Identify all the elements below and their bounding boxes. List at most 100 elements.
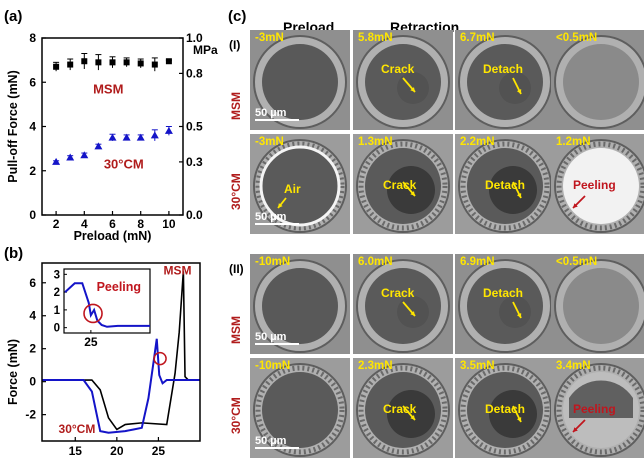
y2-axis-title: MPa [193,43,218,57]
series-line [42,338,200,434]
data-point [66,153,75,161]
series-label-msm: MSM [93,81,123,96]
detached-region [499,72,531,104]
series-line [42,271,200,431]
y2-tick-label: 0.5 [186,120,203,134]
arrow-head [516,193,522,198]
force-label: -3mN [255,32,284,44]
arrow-head [516,417,522,422]
y-axis-title: Force (mN) [6,339,20,405]
micrograph-image [250,254,350,354]
x-axis-title: Preload (mN) [74,229,152,243]
micrograph-image [551,30,644,130]
micrograph-image [250,358,350,458]
pillar-rim-texture [358,365,448,455]
annotation-air: Air [284,182,301,196]
data-point [164,126,173,134]
micrograph-tile: 6.9mN Detach [455,254,555,354]
data-point [95,59,102,66]
y-axis-title: Pull-off Force (mN) [6,70,20,183]
y-tick-label: 6 [29,276,36,290]
y-tick-label: 8 [29,31,36,45]
pillar-rim-texture [255,365,345,455]
group-label-2: (II) [229,262,244,276]
annotation-arrow [402,77,416,93]
data-point [108,133,117,141]
data-point [137,60,144,67]
x-tick-label: 4 [81,217,88,231]
y-tick-label: 6 [29,75,36,89]
annotation-arrow [402,301,416,317]
x-tick-label: 10 [162,217,176,231]
annotation-detach: Detach [485,178,526,192]
pillar-rim-texture [460,365,550,455]
y-tick-label: 4 [29,120,36,134]
contact-area [262,372,338,448]
annotation-arrow [277,197,287,209]
annotation-arrow [402,181,416,197]
annotation-arrow [512,301,522,319]
micrograph-image [551,358,644,458]
force-label: <0.5mN [556,256,598,268]
annotation-arrow [512,77,522,95]
data-point [151,61,158,68]
micrograph-tile: 1.3mN Crack [353,134,453,234]
force-label: 3.5mN [460,360,495,372]
force-label: 2.2mN [460,136,495,148]
x-tick-label: 2 [53,217,60,231]
inset-line [64,282,150,328]
data-point [136,133,145,141]
force-label: 1.2mN [556,136,591,148]
arrow-head [410,311,415,316]
contact-area [563,268,639,344]
data-point [80,151,89,159]
force-label: -10mN [255,256,291,268]
micrograph-image [250,134,350,234]
micrograph-tile: <0.5mN [551,254,644,354]
force-label: 3.4mN [556,360,591,372]
inset-frame [63,268,151,334]
force-label: -10mN [255,360,291,372]
micrograph-tile: <0.5mN [551,30,644,130]
row-label: MSM [229,316,243,344]
inset-y-tick-label: 3 [54,269,60,281]
y-tick-label: 4 [29,309,36,323]
annotation-arrow [512,405,522,423]
annotation-arrow [512,181,522,199]
micrograph-image [455,134,555,234]
pillar-rim-texture [460,141,550,231]
annotation-peeling: Peeling [573,402,616,416]
micrograph-tile: 2.2mN Detach [455,134,555,234]
annotation-peeling: Peeling [573,178,616,192]
remaining-contact [569,380,633,418]
pillar-rim-texture [556,141,644,231]
micrograph-tile: 3.4mN Peeling [551,358,644,458]
scale-bar [255,119,299,121]
contact-area [262,268,338,344]
data-point [150,131,159,139]
annotation-detach: Detach [483,286,524,300]
panel-label-b: (b) [4,245,24,262]
group-label-1: (I) [229,38,241,52]
annotation-crack: Crack [381,62,415,76]
data-point [165,58,172,65]
pillar-rim-texture [358,141,448,231]
contact-area [563,44,639,120]
micrograph-tile: 1.2mN Peeling [551,134,644,234]
data-point [123,59,130,66]
arrow-head [410,191,415,196]
force-label: 1.3mN [358,136,393,148]
annotation-crack: Crack [381,286,415,300]
micrograph-image [455,358,555,458]
micrograph-tile: -3mN 50 µm [250,30,350,130]
x-tick-label: 15 [69,444,83,455]
data-point [67,61,74,68]
contact-area [262,44,338,120]
arrow-head [410,415,415,420]
row-label: MSM [229,92,243,120]
micrograph-image [551,134,644,234]
inset-y-tick-label: 2 [54,287,60,299]
y2-tick-label: 0.0 [186,208,203,222]
